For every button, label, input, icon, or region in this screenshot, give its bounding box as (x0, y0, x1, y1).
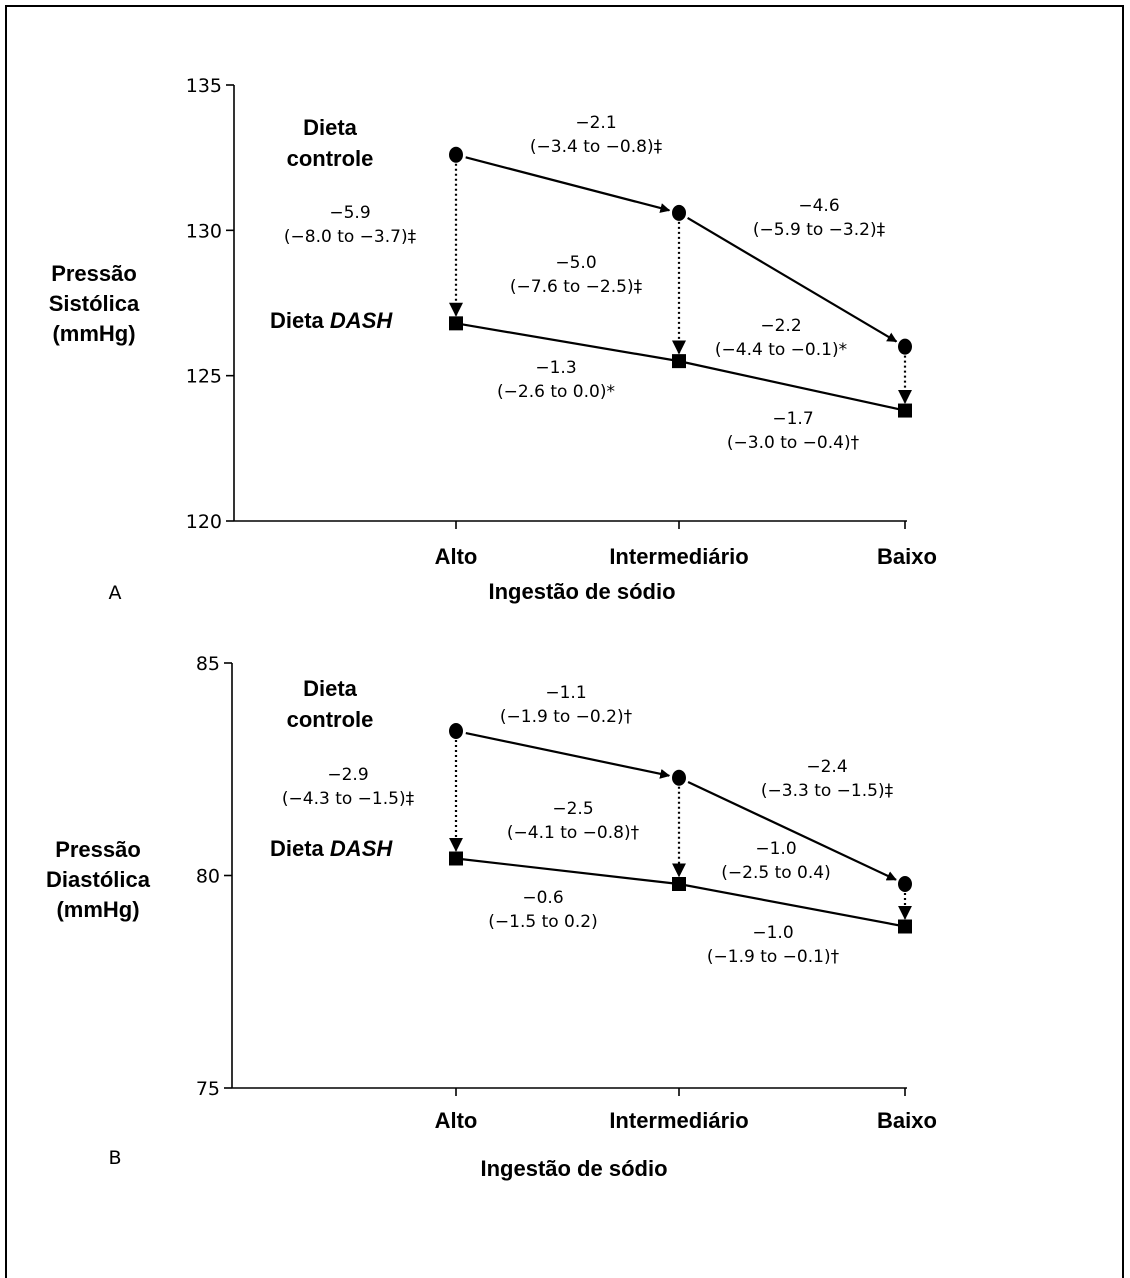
chart-b-control-point (672, 769, 686, 786)
chart-b-dash-point (449, 851, 463, 866)
annotation-value: −1.0 (752, 923, 793, 943)
annotation-value: −2.1 (575, 113, 616, 133)
chart-a-x-tick-label: Alto (435, 544, 478, 569)
chart-a-annotations: −2.1 (−3.4 to −0.8)‡ −4.6 (−5.9 to −3.2)… (284, 113, 886, 453)
chart-b-ylabel-line-1: Pressão (55, 837, 141, 862)
annotation-ci: (−3.3 to −1.5)‡ (761, 781, 894, 801)
chart-b-series-label-dash: Dieta DASH (270, 836, 393, 861)
annotation-value: −5.9 (329, 203, 370, 223)
chart-a-control-segment-arrow (687, 217, 898, 343)
chart-a-ylabel-line-3: (mmHg) (52, 321, 135, 346)
chart-b-annotations: −1.1 (−1.9 to −0.2)† −2.4 (−3.3 to −1.5)… (282, 683, 894, 967)
chart-b-series-labels: Dieta controle Dieta DASH (270, 676, 393, 861)
chart-b-control-point (898, 876, 912, 892)
annotation-ci: (−4.4 to −0.1)* (715, 340, 847, 360)
annotation-ci: (−5.9 to −3.2)‡ (753, 220, 886, 240)
chart-b-series-label-dash-part-1: Dieta (270, 836, 330, 861)
chart-a-series-labels: Dieta controle Dieta DASH (270, 115, 393, 333)
chart-a-series-label-dash-part-2: DASH (330, 308, 393, 333)
chart-b-y-axis-label: Pressão Diastólica (mmHg) (46, 837, 151, 922)
chart-a-x-tick-label: Baixo (877, 544, 937, 569)
chart-a-x-axis-title: Ingestão de sódio (488, 579, 675, 604)
chart-b-panel-label: B (108, 1147, 121, 1169)
chart-a-series-label-dash-part-1: Dieta (270, 308, 330, 333)
annotation-ci: (−7.6 to −2.5)‡ (510, 277, 643, 297)
annotation-ci: (−3.0 to −0.4)† (727, 433, 860, 453)
chart-a-axes: 120 125 130 135 (186, 75, 907, 533)
chart-b-dash-point (672, 877, 686, 891)
annotation-value: −0.6 (522, 888, 563, 908)
chart-b-series-label-dash-part-2: DASH (330, 836, 393, 861)
annotation-ci: (−1.9 to −0.2)† (500, 707, 633, 727)
chart-a-y-tick-label: 125 (186, 366, 222, 388)
chart-a-dash-point (449, 316, 463, 331)
chart-a-panel-label: A (109, 582, 122, 604)
chart-b-ylabel-line-2: Diastólica (46, 867, 151, 892)
chart-a-series-label-control-line-2: controle (287, 146, 374, 171)
chart-b-control-segment-arrow (465, 731, 671, 779)
annotation-value: −4.6 (798, 196, 839, 216)
annotation-ci: (−8.0 to −3.7)‡ (284, 227, 417, 247)
annotation-ci: (−4.1 to −0.8)† (507, 823, 640, 843)
chart-b-y-tick-label: 80 (196, 866, 220, 888)
chart-a-y-axis-label: Pressão Sistólica (mmHg) (49, 261, 140, 346)
chart-b-x-tick-label: Baixo (877, 1108, 937, 1133)
chart-b-y-tick-label: 75 (196, 1078, 220, 1100)
annotation-ci: (−2.5 to 0.4) (721, 863, 830, 883)
annotation-value: −2.9 (327, 765, 368, 785)
chart-b-series-label-control-line-1: Dieta (303, 676, 358, 701)
chart-b-axes: 75 80 85 (196, 653, 907, 1100)
chart-a-y-tick-label: 135 (186, 75, 222, 97)
chart-b-control-point (449, 723, 463, 739)
chart-a-control-point (449, 146, 463, 163)
chart-a-dash-point (898, 403, 912, 418)
chart-a-series-label-dash: Dieta DASH (270, 308, 393, 333)
chart-b: Pressão Diastólica (mmHg) 75 80 85 Alto In… (46, 653, 937, 1181)
chart-a-dash-point (672, 354, 686, 369)
chart-a-series-label-control-line-1: Dieta (303, 115, 358, 140)
chart-b-control-segment-arrow (687, 781, 897, 881)
annotation-value: −1.1 (545, 683, 586, 703)
chart-a-ylabel-line-1: Pressão (51, 261, 137, 286)
chart-a-y-tick-label: 120 (186, 511, 222, 533)
annotation-ci: (−4.3 to −1.5)‡ (282, 789, 415, 809)
chart-a-series-lines (449, 156, 912, 412)
chart-b-x-axis-labels: Alto Intermediário Baixo Ingestão de sód… (108, 1108, 936, 1181)
chart-b-series-label-control-line-2: controle (287, 707, 374, 732)
chart-a-control-point (898, 338, 912, 355)
chart-a-x-axis-labels: Alto Intermediário Baixo Ingestão de sód… (109, 544, 937, 604)
chart-b-x-tick-label: Intermediário (609, 1108, 748, 1133)
chart-b-dash-point (898, 919, 912, 934)
chart-b-markers (449, 723, 912, 934)
chart-a-ylabel-line-2: Sistólica (49, 291, 140, 316)
annotation-ci: (−1.9 to −0.1)† (707, 947, 840, 967)
chart-b-y-tick-label: 85 (196, 653, 220, 675)
chart-b-ylabel-line-3: (mmHg) (56, 897, 139, 922)
annotation-value: −1.3 (535, 358, 576, 378)
annotation-value: −1.7 (772, 409, 813, 429)
annotation-ci: (−2.6 to 0.0)* (497, 382, 615, 402)
chart-a-markers (449, 146, 912, 418)
annotation-ci: (−3.4 to −0.8)‡ (530, 137, 663, 157)
figure-frame (5, 5, 1124, 1278)
chart-a-y-tick-label: 130 (186, 220, 222, 242)
annotation-value: −1.0 (755, 839, 796, 859)
chart-a: Pressão Sistólica (mmHg) 120 125 130 135 Al… (49, 75, 937, 604)
chart-b-x-tick-label: Alto (435, 1108, 478, 1133)
annotation-value: −2.4 (806, 757, 847, 777)
chart-a-dash-segment-line (455, 322, 680, 363)
annotation-value: −5.0 (555, 253, 596, 273)
chart-a-control-segment-arrow (465, 156, 671, 213)
chart-b-dash-segment-line (455, 857, 680, 886)
chart-a-dash-segment-line (678, 360, 906, 412)
chart-a-control-point (672, 204, 686, 221)
annotation-ci: (−1.5 to 0.2) (488, 912, 597, 932)
annotation-value: −2.5 (552, 799, 593, 819)
chart-b-series-lines (449, 731, 912, 928)
annotation-value: −2.2 (760, 316, 801, 336)
chart-b-x-axis-title: Ingestão de sódio (480, 1156, 667, 1181)
chart-b-dash-segment-line (678, 882, 906, 928)
chart-a-x-tick-label: Intermediário (609, 544, 748, 569)
